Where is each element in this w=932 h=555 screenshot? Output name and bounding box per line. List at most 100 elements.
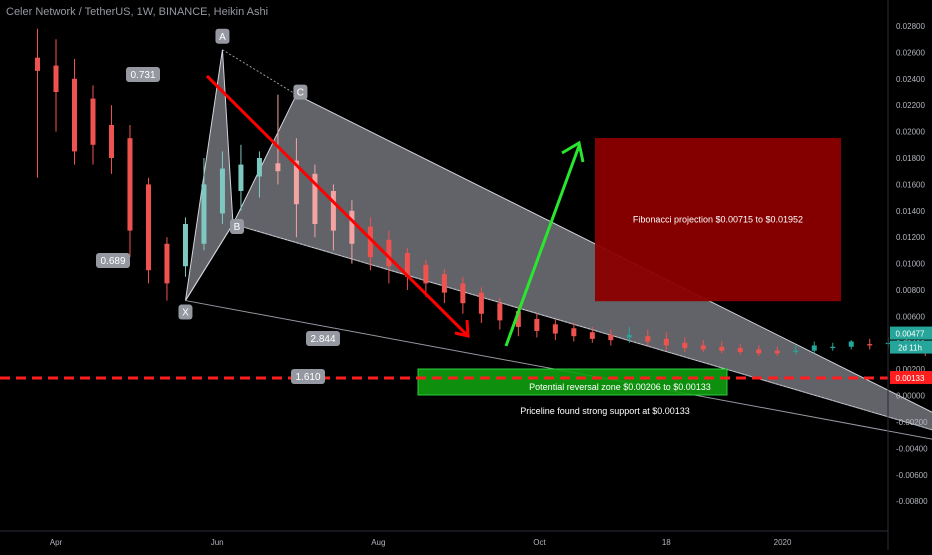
candle-body [127, 138, 133, 231]
candle [552, 319, 558, 341]
price-tick-label: 0.02800 [896, 22, 925, 31]
time-tick-label: Aug [371, 538, 385, 547]
candle-body [312, 173, 318, 224]
candle-body [552, 324, 558, 334]
candle [497, 297, 503, 330]
candle [460, 276, 466, 314]
candle-body [608, 334, 614, 341]
price-tick-label: 0.00600 [896, 312, 925, 321]
price-tick-label: 0.00000 [896, 392, 925, 401]
time-axis: AprJunAugOct182020MarMayJulSepNov2021 [0, 530, 888, 547]
candle-body [811, 345, 817, 351]
candle-body [404, 253, 410, 277]
price-tick-label: 0.02600 [896, 48, 925, 57]
candle-body [774, 350, 780, 354]
candle [238, 144, 244, 211]
candle-body [164, 243, 170, 284]
ratio-label-text: 0.689 [100, 256, 125, 267]
harmonic-pattern [184, 49, 932, 440]
ratio-label-text: 0.731 [130, 70, 155, 81]
price-tick-label: 0.00800 [896, 286, 925, 295]
price-tick-label: -0.00800 [896, 497, 928, 506]
candle [275, 94, 281, 185]
candle [774, 346, 780, 356]
candle-body [645, 336, 651, 342]
candle-body [108, 125, 114, 158]
point-label-bg [178, 304, 193, 320]
support-price-text: 0.00133 [896, 374, 925, 383]
candle-body [90, 98, 96, 145]
candle-body [867, 344, 873, 346]
annotations: Fibonacci projection $0.00715 to $0.0195… [0, 28, 888, 416]
candle-body [460, 283, 466, 304]
candle [108, 105, 114, 174]
candle [663, 332, 669, 351]
price-tick-label: 0.01200 [896, 233, 925, 242]
price-tick-label: 0.02200 [896, 101, 925, 110]
candle [608, 329, 614, 346]
fibonacci-projection-box [595, 137, 841, 302]
point-label-bg [230, 219, 245, 234]
candle [682, 337, 688, 353]
candle-body [367, 226, 373, 257]
point-label-text: A [219, 32, 226, 43]
candle-body [663, 338, 669, 346]
candle-body [182, 224, 188, 267]
ratio-label-bg [291, 369, 325, 384]
candles [35, 28, 928, 356]
candle-body [293, 160, 299, 205]
candle-body [238, 164, 244, 191]
candle [867, 338, 873, 350]
bearish-arrow-head [454, 319, 470, 338]
price-tick-label: -0.00600 [896, 471, 928, 480]
candle-body [71, 78, 77, 152]
candle-body [219, 168, 225, 214]
candle [219, 151, 225, 224]
candle [330, 184, 336, 251]
price-tick-label: 0.01400 [896, 207, 925, 216]
candle [478, 287, 484, 323]
candle-body [700, 345, 706, 350]
candle [756, 345, 762, 356]
candle-body [756, 349, 762, 354]
candle [830, 342, 836, 351]
candle [645, 329, 651, 346]
candle [626, 326, 632, 343]
candle-body [145, 184, 151, 271]
reversal-zone-box [417, 368, 728, 396]
candle-body [515, 311, 521, 327]
ratio-label-bg [306, 331, 340, 346]
candle-body [349, 210, 355, 244]
candle [423, 259, 429, 297]
price-axis: 0.02800 0.02600 0.02400 0.02200 0.02000 0.018… [887, 0, 932, 550]
last-price-tag [890, 326, 932, 340]
candle-body [534, 319, 540, 331]
candle [293, 138, 299, 238]
candle [441, 268, 447, 304]
candle [404, 247, 410, 290]
reversal-zone-label: Potential reversal zone $0.00206 to $0.0… [529, 382, 711, 392]
candle [700, 340, 706, 353]
last-price-text: 0.00477 [896, 330, 925, 339]
time-tick-label: 18 [662, 538, 671, 547]
candle [349, 200, 355, 264]
pattern-leg-bd [232, 223, 932, 431]
time-tick-label: Apr [50, 538, 63, 547]
candle-body [423, 264, 429, 284]
candle [164, 237, 170, 301]
candle [367, 217, 373, 271]
candle [145, 177, 151, 284]
countdown-tag [890, 340, 932, 354]
price-tick-label: -0.00400 [896, 444, 928, 453]
bearish-trend-arrow [205, 74, 468, 336]
point-label-bg [293, 84, 308, 100]
price-tick-label: 0.02000 [896, 128, 925, 137]
point-label-b: B [230, 219, 245, 234]
ratio-label: 2.844 [306, 331, 340, 346]
candle-body [719, 346, 725, 351]
candle [589, 326, 595, 343]
price-tick-label: 0.02400 [896, 75, 925, 84]
candle [737, 344, 743, 355]
candle-body [330, 191, 336, 231]
